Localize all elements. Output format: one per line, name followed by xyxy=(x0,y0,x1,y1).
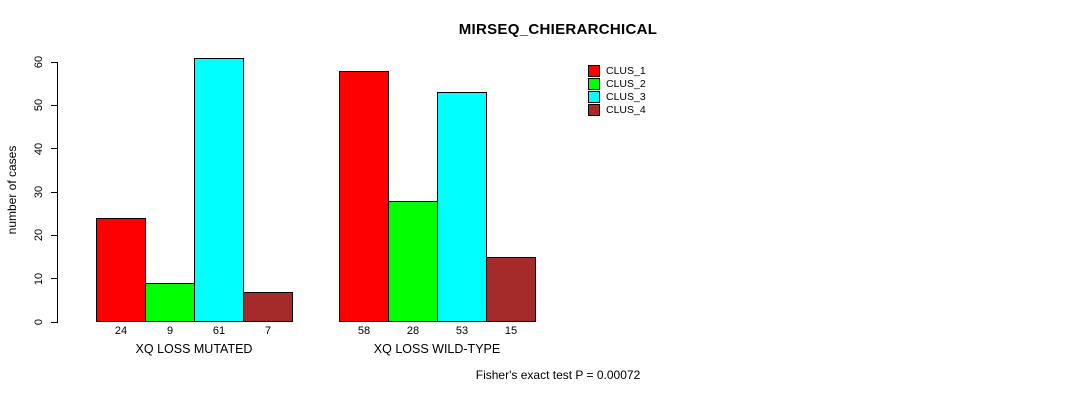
legend-swatch-clus_1 xyxy=(588,65,600,77)
y-axis-tick-label: 50 xyxy=(33,99,45,112)
legend-swatch-clus_3 xyxy=(588,91,600,103)
y-axis-tick-label: 20 xyxy=(33,229,45,242)
legend-label: CLUS_1 xyxy=(606,65,646,77)
category-label: XQ LOSS MUTATED xyxy=(135,342,253,356)
y-axis-tick-label: 40 xyxy=(33,142,45,155)
bar-clus_3-2 xyxy=(437,92,487,322)
bar-value-label: 24 xyxy=(114,325,128,337)
bar-clus_4-2 xyxy=(486,257,536,322)
bar-value-label: 28 xyxy=(406,325,420,337)
y-axis-tick xyxy=(51,104,58,106)
legend-item: CLUS_2 xyxy=(588,78,646,90)
bar-value-label: 53 xyxy=(455,325,469,337)
chart-title: MIRSEQ_CHIERARCHICAL xyxy=(458,21,658,38)
legend-label: CLUS_4 xyxy=(606,104,646,116)
bar-clus_3-1 xyxy=(194,57,244,322)
y-axis-tick-label: 0 xyxy=(33,318,45,326)
y-axis-label: number of cases xyxy=(5,145,19,235)
y-axis-line xyxy=(57,62,58,323)
legend-label: CLUS_3 xyxy=(606,91,646,103)
legend-swatch-clus_4 xyxy=(588,104,600,116)
bar-clus_4-1 xyxy=(243,291,293,322)
legend-swatch-clus_2 xyxy=(588,78,600,90)
y-axis-tick-label: 30 xyxy=(33,185,45,199)
legend: CLUS_1 CLUS_2 CLUS_3 CLUS_4 xyxy=(588,65,646,117)
legend-item: CLUS_4 xyxy=(588,104,646,116)
bar-clus_2-2 xyxy=(388,200,438,322)
legend-label: CLUS_2 xyxy=(606,78,646,90)
bar-clus_1-2 xyxy=(339,70,389,322)
y-axis-tick xyxy=(51,191,58,193)
y-axis-tick xyxy=(51,148,58,150)
legend-item: CLUS_3 xyxy=(588,91,646,103)
y-axis-tick-label: 10 xyxy=(33,272,45,285)
y-axis-tick xyxy=(51,234,58,236)
y-axis-tick xyxy=(51,61,58,63)
y-axis-tick-label: 60 xyxy=(33,55,45,69)
fisher-test-annotation: Fisher's exact test P = 0.00072 xyxy=(475,368,641,382)
bar-value-label: 15 xyxy=(504,325,518,337)
bar-value-label: 61 xyxy=(212,325,226,337)
legend-item: CLUS_1 xyxy=(588,65,646,77)
bar-value-label: 58 xyxy=(357,325,371,337)
y-axis-tick xyxy=(51,278,58,280)
bar-value-label: 9 xyxy=(166,325,174,337)
category-label: XQ LOSS WILD-TYPE xyxy=(373,342,501,356)
bar-clus_1-1 xyxy=(96,218,146,322)
y-axis-tick xyxy=(51,321,58,323)
bar-value-label: 7 xyxy=(264,325,272,337)
bar-clus_2-1 xyxy=(145,283,195,322)
